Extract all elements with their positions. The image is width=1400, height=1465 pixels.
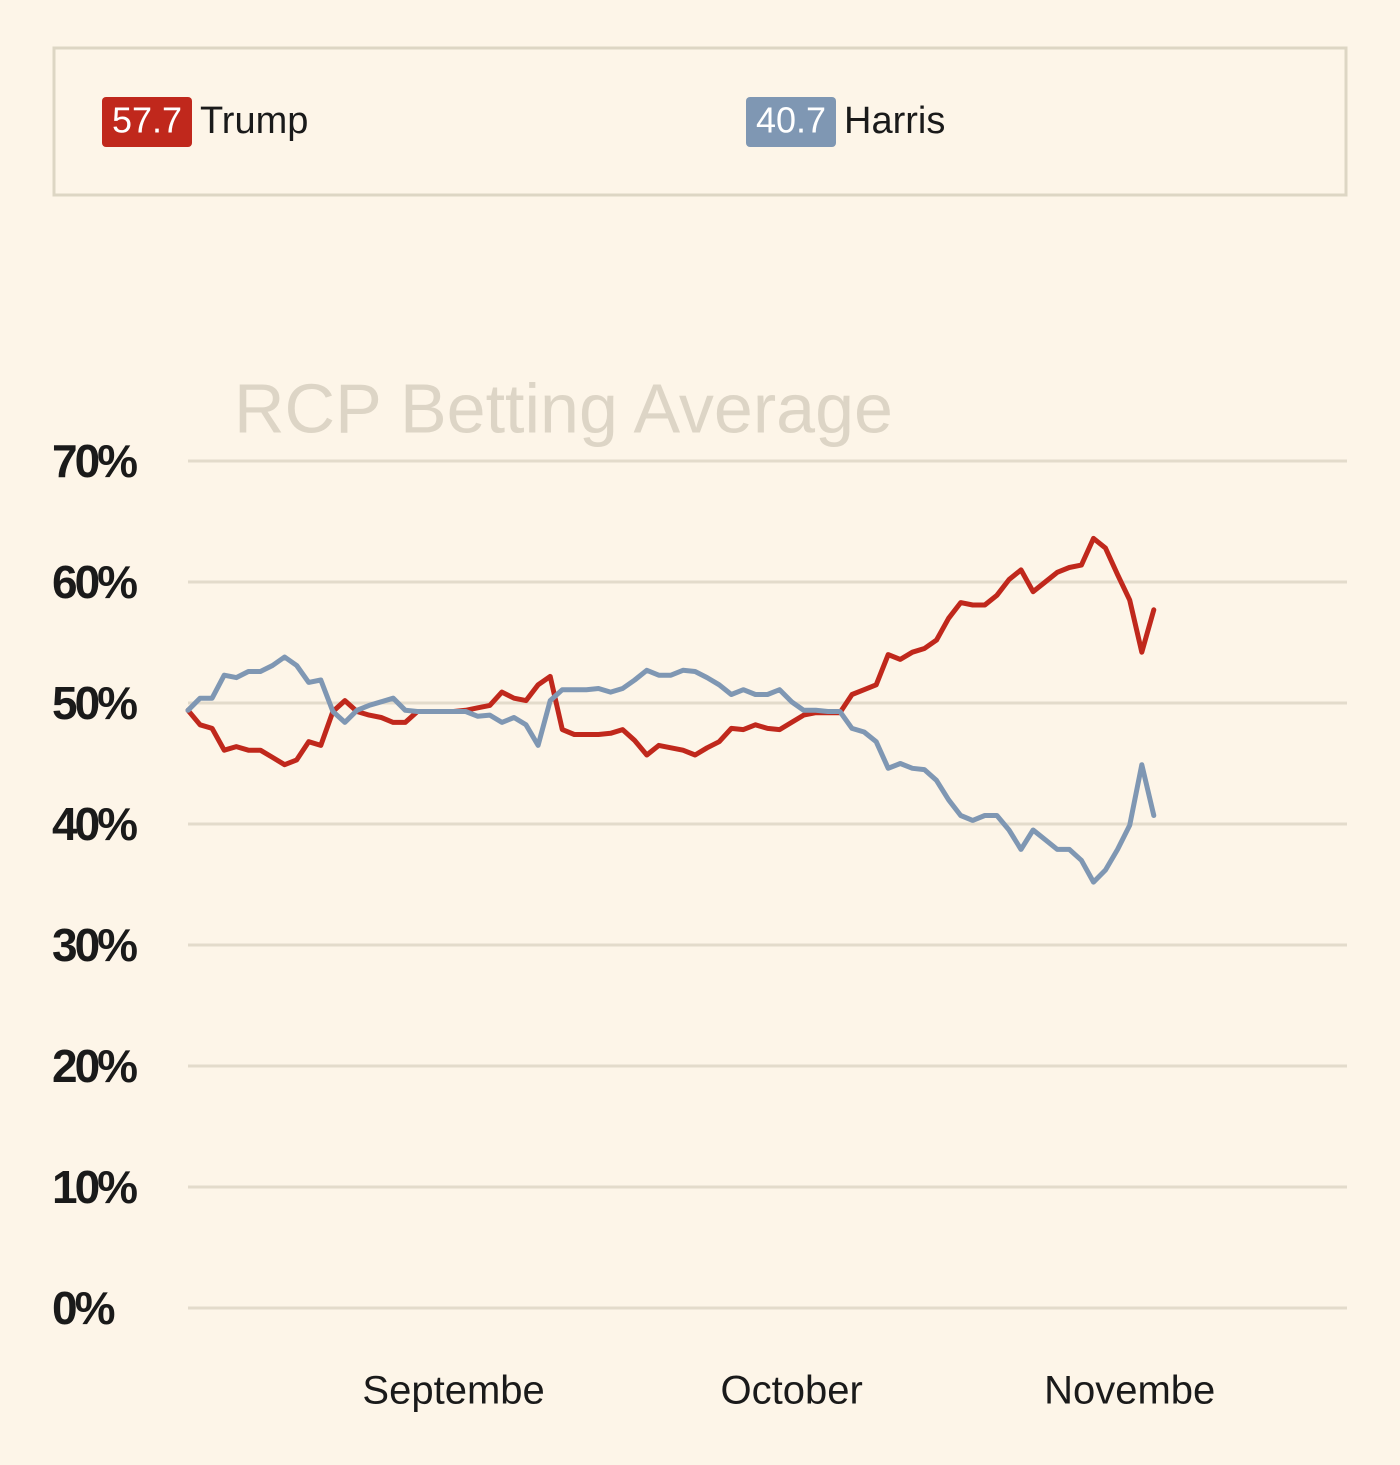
legend-box: [52, 46, 1348, 197]
y-tick-label: 70%: [52, 435, 137, 487]
y-tick-label: 20%: [52, 1040, 137, 1092]
series-line: [185, 654, 1157, 885]
legend-value: 40.7: [756, 100, 826, 141]
chart-title: RCP Betting Average: [234, 369, 893, 447]
x-tick-label: Septembe: [362, 1369, 544, 1413]
y-tick-label: 60%: [52, 556, 137, 608]
x-tick-label: Novembe: [1044, 1369, 1215, 1413]
x-tick-label: October: [720, 1369, 862, 1413]
legend-label: Harris: [844, 100, 945, 142]
legend-badge: [102, 97, 192, 147]
y-tick-label: 50%: [52, 677, 137, 729]
legend-value: 57.7: [112, 100, 182, 141]
y-tick-label: 30%: [52, 919, 137, 971]
y-tick-label: 10%: [52, 1161, 137, 1213]
series-line: [185, 535, 1157, 768]
legend-badge: [746, 97, 836, 147]
y-tick-label: 0%: [52, 1282, 115, 1334]
y-tick-label: 40%: [52, 798, 137, 850]
legend-label: Trump: [200, 100, 308, 142]
